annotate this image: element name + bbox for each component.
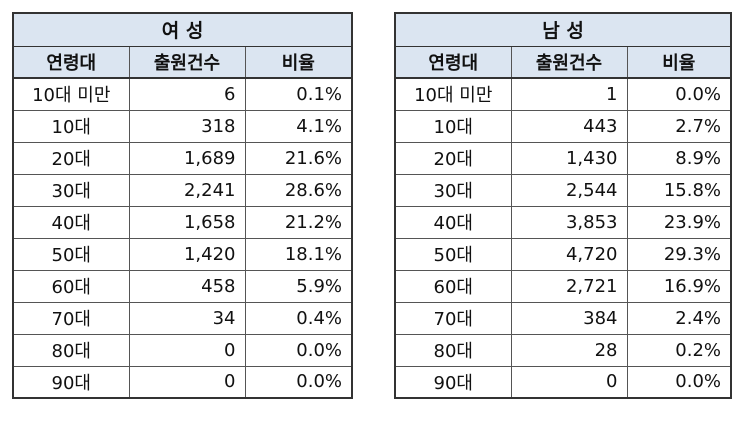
ratio-cell: 0.4% bbox=[244, 301, 353, 335]
ratio-cell: 29.3% bbox=[626, 237, 732, 271]
age-cell: 20대 bbox=[394, 141, 512, 175]
table-row: 10대 미만 6 0.1% bbox=[12, 77, 353, 111]
ratio-cell: 18.1% bbox=[244, 237, 353, 271]
table-title: 남 성 bbox=[394, 12, 732, 47]
ratio-cell: 28.6% bbox=[244, 173, 353, 207]
age-cell: 40대 bbox=[394, 205, 512, 239]
table-row: 20대 1,430 8.9% bbox=[394, 141, 732, 175]
ratio-cell: 8.9% bbox=[626, 141, 732, 175]
count-cell: 1,658 bbox=[128, 205, 246, 239]
age-cell: 30대 bbox=[394, 173, 512, 207]
count-cell: 1 bbox=[510, 77, 628, 111]
count-cell: 458 bbox=[128, 269, 246, 303]
table-title: 여 성 bbox=[12, 12, 353, 47]
table-row: 30대 2,241 28.6% bbox=[12, 173, 353, 207]
ratio-cell: 21.6% bbox=[244, 141, 353, 175]
age-cell: 50대 bbox=[12, 237, 130, 271]
age-cell: 10대 bbox=[12, 109, 130, 143]
count-cell: 2,241 bbox=[128, 173, 246, 207]
age-cell: 60대 bbox=[394, 269, 512, 303]
table-row: 10대 미만 1 0.0% bbox=[394, 77, 732, 111]
ratio-cell: 0.0% bbox=[244, 333, 353, 367]
column-header-count: 출원건수 bbox=[128, 45, 246, 79]
ratio-cell: 16.9% bbox=[626, 269, 732, 303]
ratio-cell: 0.0% bbox=[244, 365, 353, 399]
count-cell: 0 bbox=[510, 365, 628, 399]
count-cell: 3,853 bbox=[510, 205, 628, 239]
count-cell: 318 bbox=[128, 109, 246, 143]
ratio-cell: 15.8% bbox=[626, 173, 732, 207]
count-cell: 4,720 bbox=[510, 237, 628, 271]
count-cell: 0 bbox=[128, 365, 246, 399]
age-cell: 50대 bbox=[394, 237, 512, 271]
count-cell: 1,420 bbox=[128, 237, 246, 271]
age-cell: 70대 bbox=[394, 301, 512, 335]
count-cell: 443 bbox=[510, 109, 628, 143]
table-row: 30대 2,544 15.8% bbox=[394, 173, 732, 207]
age-cell: 60대 bbox=[12, 269, 130, 303]
table-row: 50대 4,720 29.3% bbox=[394, 237, 732, 271]
table-row: 10대 318 4.1% bbox=[12, 109, 353, 143]
age-cell: 80대 bbox=[394, 333, 512, 367]
count-cell: 2,721 bbox=[510, 269, 628, 303]
count-cell: 2,544 bbox=[510, 173, 628, 207]
column-header-ratio: 비율 bbox=[626, 45, 732, 79]
female-table: 여 성 연령대 출원건수 비율 10대 미만 6 0.1% 10대 318 4.1% 20대… bbox=[12, 12, 354, 399]
age-cell: 70대 bbox=[12, 301, 130, 335]
table-row: 10대 443 2.7% bbox=[394, 109, 732, 143]
count-cell: 28 bbox=[510, 333, 628, 367]
age-cell: 10대 미만 bbox=[394, 77, 512, 111]
count-cell: 384 bbox=[510, 301, 628, 335]
column-header-age: 연령대 bbox=[12, 45, 130, 79]
age-cell: 40대 bbox=[12, 205, 130, 239]
age-cell: 90대 bbox=[394, 365, 512, 399]
ratio-cell: 2.4% bbox=[626, 301, 732, 335]
table-row: 60대 2,721 16.9% bbox=[394, 269, 732, 303]
table-row: 90대 0 0.0% bbox=[12, 365, 353, 399]
ratio-cell: 21.2% bbox=[244, 205, 353, 239]
age-cell: 10대 미만 bbox=[12, 77, 130, 111]
age-cell: 90대 bbox=[12, 365, 130, 399]
table-row: 60대 458 5.9% bbox=[12, 269, 353, 303]
table-row: 20대 1,689 21.6% bbox=[12, 141, 353, 175]
age-cell: 20대 bbox=[12, 141, 130, 175]
age-cell: 10대 bbox=[394, 109, 512, 143]
ratio-cell: 2.7% bbox=[626, 109, 732, 143]
column-header-count: 출원건수 bbox=[510, 45, 628, 79]
column-header-ratio: 비율 bbox=[244, 45, 353, 79]
ratio-cell: 0.2% bbox=[626, 333, 732, 367]
ratio-cell: 4.1% bbox=[244, 109, 353, 143]
ratio-cell: 5.9% bbox=[244, 269, 353, 303]
table-row: 50대 1,420 18.1% bbox=[12, 237, 353, 271]
table-row: 90대 0 0.0% bbox=[394, 365, 732, 399]
ratio-cell: 23.9% bbox=[626, 205, 732, 239]
table-row: 40대 3,853 23.9% bbox=[394, 205, 732, 239]
count-cell: 34 bbox=[128, 301, 246, 335]
table-row: 70대 34 0.4% bbox=[12, 301, 353, 335]
table-row: 80대 0 0.0% bbox=[12, 333, 353, 367]
table-row: 40대 1,658 21.2% bbox=[12, 205, 353, 239]
count-cell: 1,430 bbox=[510, 141, 628, 175]
male-table: 남 성 연령대 출원건수 비율 10대 미만 1 0.0% 10대 443 2.7% 20대… bbox=[394, 12, 733, 399]
ratio-cell: 0.0% bbox=[626, 77, 732, 111]
ratio-cell: 0.0% bbox=[626, 365, 732, 399]
age-cell: 80대 bbox=[12, 333, 130, 367]
count-cell: 1,689 bbox=[128, 141, 246, 175]
column-header-age: 연령대 bbox=[394, 45, 512, 79]
count-cell: 6 bbox=[128, 77, 246, 111]
count-cell: 0 bbox=[128, 333, 246, 367]
ratio-cell: 0.1% bbox=[244, 77, 353, 111]
age-cell: 30대 bbox=[12, 173, 130, 207]
table-row: 70대 384 2.4% bbox=[394, 301, 732, 335]
table-row: 80대 28 0.2% bbox=[394, 333, 732, 367]
